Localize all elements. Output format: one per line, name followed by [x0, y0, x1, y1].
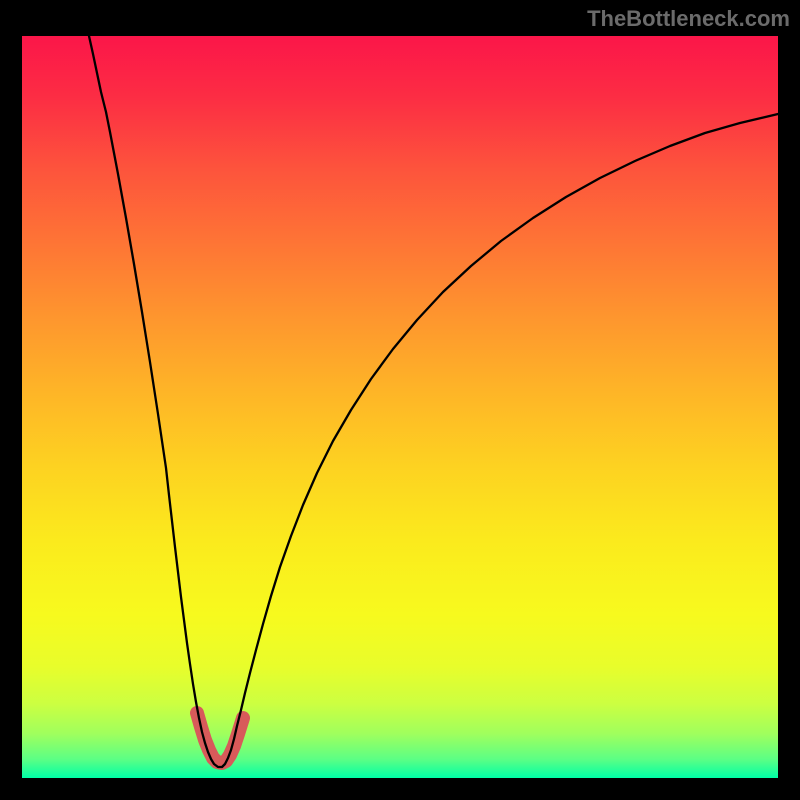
chart-container: TheBottleneck.com [0, 0, 800, 800]
bottleneck-chart-svg: TheBottleneck.com [0, 0, 800, 800]
watermark-text: TheBottleneck.com [587, 6, 790, 31]
